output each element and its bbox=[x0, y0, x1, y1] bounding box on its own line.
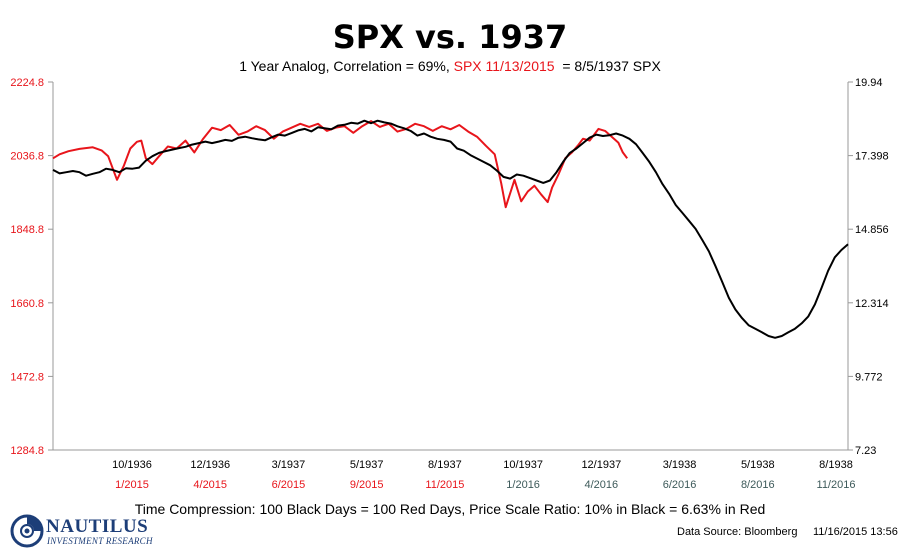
chart-title: SPX vs. 1937 bbox=[332, 18, 568, 56]
x-tick-label-1937: 10/1936 bbox=[112, 459, 152, 471]
left-axis-ticks: 1284.8 1472.8 1660.8 1848.8 2036.8 2224.8 bbox=[10, 77, 53, 457]
chart-series bbox=[52, 119, 849, 339]
x-tick-label-2015: 1/2015 bbox=[115, 479, 149, 491]
x-tick-label-2015: 6/2015 bbox=[272, 479, 306, 491]
x-tick-label-2015: 11/2016 bbox=[817, 479, 856, 491]
logo-name: NAUTILUS bbox=[46, 516, 149, 537]
left-tick-label: 1472.8 bbox=[10, 371, 44, 383]
right-tick-label: 19.94 bbox=[855, 77, 883, 89]
x-tick-label-2015: 6/2016 bbox=[663, 479, 697, 491]
logo-subtitle: INVESTMENT RESEARCH bbox=[47, 536, 153, 546]
spx-1937-black-line bbox=[52, 119, 849, 339]
x-axis-2015-labels: 1/2015 4/2015 6/2015 9/2015 11/2015 1/2016 4/2… bbox=[115, 479, 855, 491]
compression-note: Time Compression: 100 Black Days = 100 R… bbox=[134, 501, 766, 517]
left-tick-label: 1660.8 bbox=[10, 298, 44, 310]
spx-2015-red-line bbox=[52, 120, 629, 209]
x-tick-label-1937: 5/1937 bbox=[350, 459, 384, 471]
x-tick-label-1937: 5/1938 bbox=[741, 459, 775, 471]
right-tick-label: 7.23 bbox=[855, 445, 876, 457]
subtitle-analog-text: 1 Year Analog, Correlation = 69%, bbox=[239, 58, 454, 74]
right-tick-label: 14.856 bbox=[855, 224, 889, 236]
x-tick-label-1937: 3/1938 bbox=[663, 459, 697, 471]
nautilus-logo: NAUTILUS INVESTMENT RESEARCH bbox=[10, 514, 170, 548]
subtitle-red-date: SPX 11/13/2015 bbox=[453, 58, 555, 74]
x-tick-label-2015: 1/2016 bbox=[506, 479, 540, 491]
x-tick-label-1937: 8/1937 bbox=[428, 459, 462, 471]
left-tick-label: 1848.8 bbox=[10, 224, 44, 236]
x-tick-label-2015: 9/2015 bbox=[350, 479, 384, 491]
chart-axes bbox=[52, 82, 849, 451]
x-tick-label-1937: 12/1936 bbox=[190, 459, 230, 471]
right-tick-label: 17.398 bbox=[855, 151, 889, 163]
timestamp-text: 11/16/2015 13:56 bbox=[813, 526, 898, 538]
right-axis-ticks: 7.23 9.772 12.314 14.856 17.398 19.94 bbox=[848, 77, 889, 457]
right-tick-label: 9.772 bbox=[855, 371, 883, 383]
left-tick-label: 1284.8 bbox=[10, 445, 44, 457]
x-axis-1937-labels: 10/1936 12/1936 3/1937 5/1937 8/1937 10/1937 1… bbox=[112, 459, 853, 471]
x-tick-label-1937: 8/1938 bbox=[819, 459, 853, 471]
x-tick-label-2015: 11/2015 bbox=[425, 479, 464, 491]
chart-plot: 1284.8 1472.8 1660.8 1848.8 2036.8 2224.8 7.2… bbox=[10, 77, 889, 491]
right-tick-label: 12.314 bbox=[855, 298, 889, 310]
x-tick-label-1937: 3/1937 bbox=[272, 459, 306, 471]
x-tick-label-2015: 4/2016 bbox=[585, 479, 619, 491]
x-tick-label-1937: 12/1937 bbox=[581, 459, 621, 471]
subtitle-match-text: = 8/5/1937 SPX bbox=[554, 58, 661, 74]
left-tick-label: 2224.8 bbox=[10, 77, 44, 89]
data-source-text: Data Source: Bloomberg bbox=[677, 526, 798, 538]
x-tick-label-2015: 4/2015 bbox=[193, 479, 227, 491]
x-tick-label-2015: 8/2016 bbox=[741, 479, 775, 491]
chart-subtitle: 1 Year Analog, Correlation = 69%, SPX 11… bbox=[0, 58, 900, 74]
left-tick-label: 2036.8 bbox=[10, 151, 44, 163]
nautilus-shell-icon bbox=[10, 514, 44, 548]
x-tick-label-1937: 10/1937 bbox=[503, 459, 543, 471]
